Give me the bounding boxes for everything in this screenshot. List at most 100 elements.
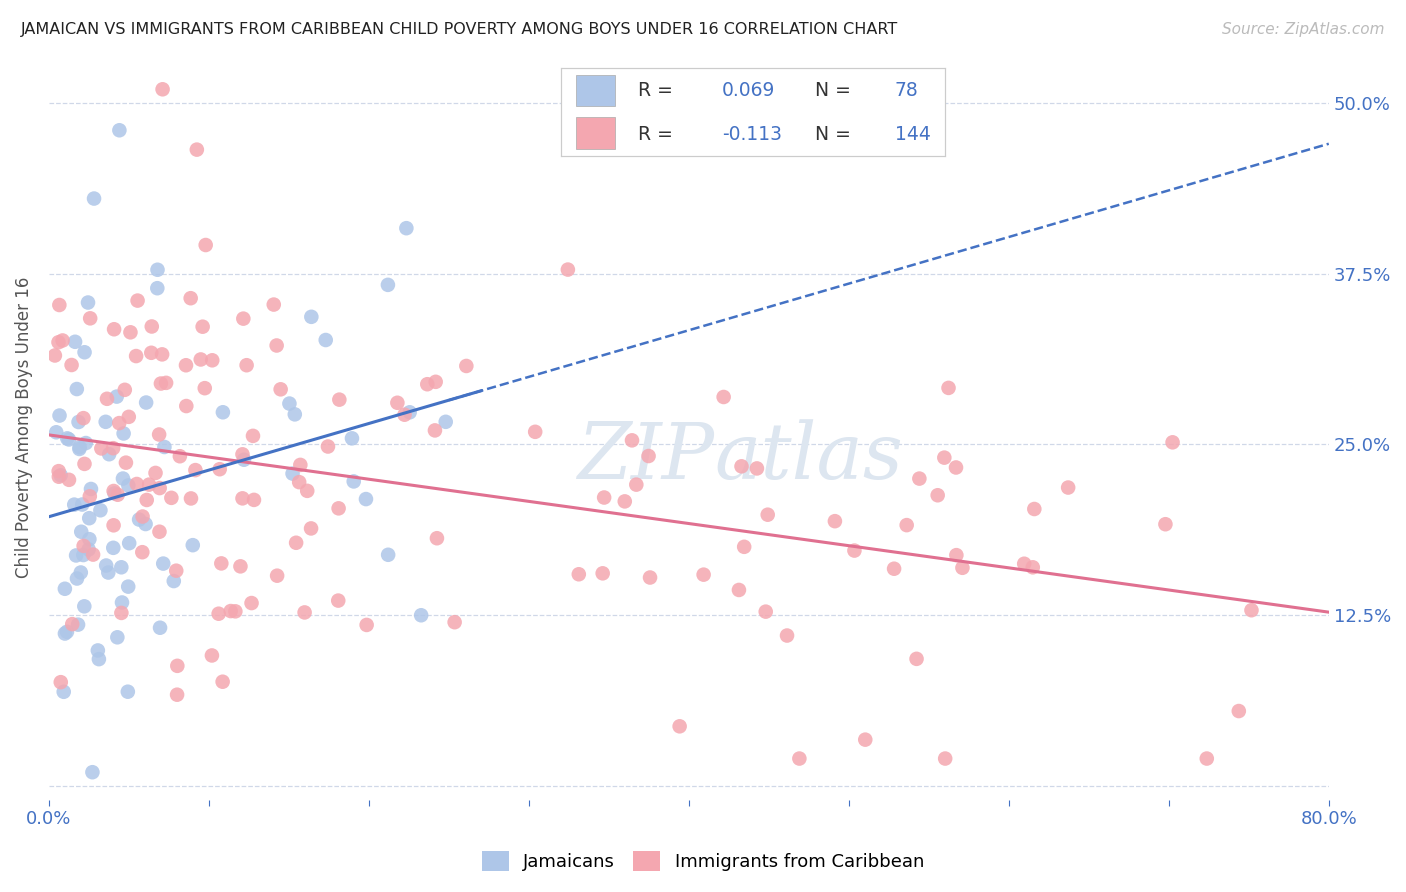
Point [105,390,128,404]
Point [83,192,105,206]
Point [70,524,93,539]
Point [155,376,177,390]
Point [232,311,254,326]
Point [905,652,928,666]
Point [128,512,150,526]
Point [44,349,66,363]
Point [79,311,101,326]
Point [108,123,131,137]
Point [72,548,94,562]
Point [163,574,186,588]
Point [98,447,121,461]
Point [110,560,132,574]
Point [416,377,439,392]
Point [208,607,231,621]
Point [524,425,547,439]
Point [117,478,139,492]
Point [166,688,188,702]
Point [776,628,799,642]
Point [180,491,202,506]
Point [90,442,112,456]
Point [49,675,72,690]
Point [266,568,288,582]
Point [131,509,153,524]
Point [77,295,100,310]
Point [356,618,378,632]
Point [387,396,409,410]
Point [395,221,418,235]
Point [146,281,169,295]
Point [1022,560,1045,574]
Point [117,684,139,698]
Point [266,338,288,352]
Point [443,615,465,630]
Point [229,559,252,574]
Point [135,516,157,531]
Point [48,469,70,483]
Point [141,319,163,334]
Point [148,524,170,539]
Point [45,425,67,440]
Point [135,395,157,409]
Point [73,345,96,359]
Point [49,468,72,483]
Point [231,447,253,461]
Point [152,82,174,96]
Point [120,326,142,340]
Point [60,617,83,632]
Point [103,541,125,555]
Point [411,608,433,623]
Point [79,532,101,546]
Point [138,477,160,491]
Point [908,472,931,486]
Point [568,567,591,582]
Point [224,604,246,618]
Point [67,617,90,632]
Point [181,538,204,552]
Point [94,415,117,429]
Point [103,322,125,336]
Point [1024,502,1046,516]
Point [110,606,132,620]
Point [281,467,304,481]
Point [1161,435,1184,450]
Text: JAMAICAN VS IMMIGRANTS FROM CARIBBEAN CHILD POVERTY AMONG BOYS UNDER 16 CORRELAT: JAMAICAN VS IMMIGRANTS FROM CARIBBEAN CH… [21,22,898,37]
Point [208,462,231,476]
Point [194,381,217,395]
Point [149,376,172,391]
Point [73,599,96,614]
Point [67,415,90,429]
Point [593,491,616,505]
Point [557,262,579,277]
Point [66,572,89,586]
Point [316,440,339,454]
Point [756,508,779,522]
Point [426,531,449,545]
Point [456,359,478,373]
Point [72,411,94,425]
Point [131,545,153,559]
Point [730,459,752,474]
Point [82,548,104,562]
Point [63,498,86,512]
Point [77,542,100,557]
Point [934,450,956,465]
Point [328,392,350,407]
Point [394,408,416,422]
Point [48,335,70,350]
Point [56,431,79,445]
Point [58,433,80,447]
Point [58,473,80,487]
Point [613,494,636,508]
Point [1154,517,1177,532]
Point [201,353,224,368]
Point [343,475,366,489]
Point [125,349,148,363]
Point [145,466,167,480]
Point [65,549,87,563]
Point [108,416,131,430]
Point [209,557,232,571]
Point [638,570,661,584]
Point [180,291,202,305]
Point [82,765,104,780]
